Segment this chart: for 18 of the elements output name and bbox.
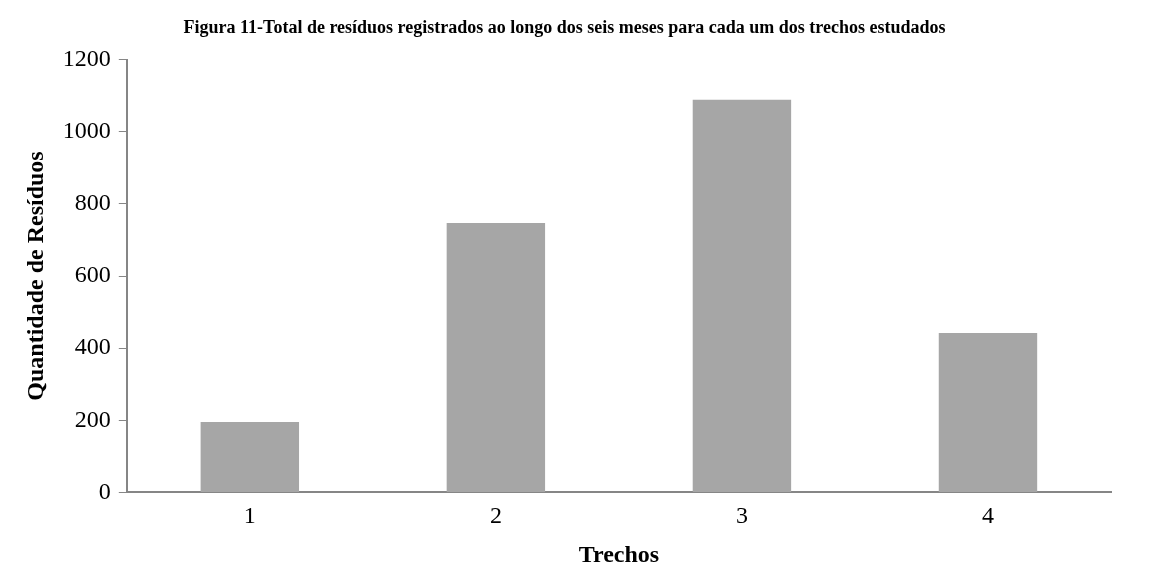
y-tick-label: 600 — [74, 261, 111, 288]
y-tick-label: 800 — [74, 189, 111, 216]
x-tick-label: 1 — [243, 502, 256, 529]
x-tick-label: 2 — [489, 502, 502, 529]
bar — [692, 99, 792, 492]
bar — [938, 332, 1038, 492]
y-axis-title: Quantidade de Resíduos — [21, 151, 48, 401]
y-tick-label: 200 — [74, 405, 111, 432]
y-tick-label: 1000 — [62, 117, 111, 144]
y-tick-label: 0 — [98, 477, 111, 504]
y-tick-label: 400 — [74, 333, 111, 360]
bar — [446, 222, 546, 492]
x-tick-label: 4 — [981, 502, 994, 529]
y-tick-label: 1200 — [62, 44, 111, 71]
bar — [200, 422, 300, 492]
x-axis-title: Trechos — [578, 540, 660, 567]
chart-title: Figura 11-Total de resíduos registrados ao longo dos seis meses para cada um dos trechos estudados — [183, 17, 946, 38]
x-tick-label: 3 — [735, 502, 748, 529]
